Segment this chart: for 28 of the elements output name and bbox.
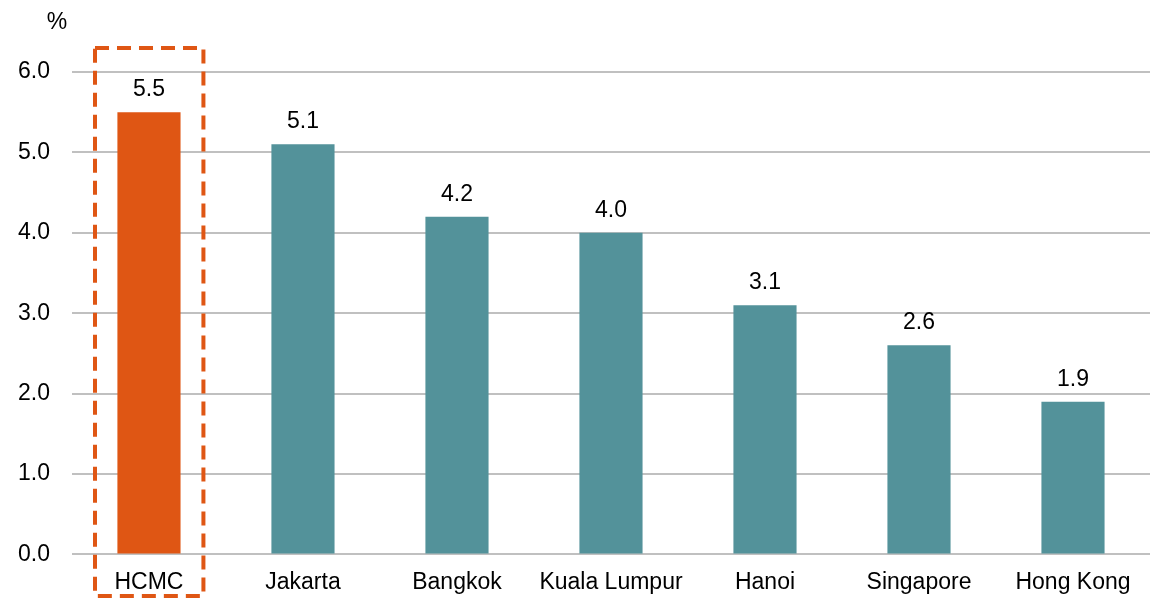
x-tick-label: Hanoi xyxy=(734,567,796,594)
y-tick-label: 1.0 xyxy=(17,459,50,486)
x-tick-label: Jakarta xyxy=(265,567,341,594)
data-label: 2.6 xyxy=(903,308,935,335)
data-label: 1.9 xyxy=(1057,364,1089,391)
data-label: 5.5 xyxy=(132,75,165,102)
bar xyxy=(887,345,951,554)
data-label: 5.1 xyxy=(286,107,319,134)
y-tick-label: 6.0 xyxy=(17,57,50,84)
data-label: 4.2 xyxy=(440,179,473,206)
bar xyxy=(271,144,335,554)
bar xyxy=(733,305,797,554)
y-tick-label: 2.0 xyxy=(17,378,50,405)
y-tick-label: 0.0 xyxy=(17,539,50,566)
x-tick-label: HCMC xyxy=(114,567,184,594)
x-tick-label: Kuala Lumpur xyxy=(539,567,683,594)
y-tick-label: 4.0 xyxy=(17,218,50,245)
y-tick-label: 3.0 xyxy=(17,298,50,325)
x-tick-label: Hong Kong xyxy=(1015,567,1131,594)
data-label: 4.0 xyxy=(594,195,627,222)
y-tick-label: 5.0 xyxy=(17,137,50,164)
x-tick-label: Bangkok xyxy=(412,567,503,594)
bar xyxy=(425,216,489,554)
bar xyxy=(1041,401,1105,554)
data-label: 3.1 xyxy=(749,268,781,295)
x-tick-label: Singapore xyxy=(866,567,972,594)
y-axis-title: % xyxy=(46,8,68,35)
bar xyxy=(579,232,643,554)
